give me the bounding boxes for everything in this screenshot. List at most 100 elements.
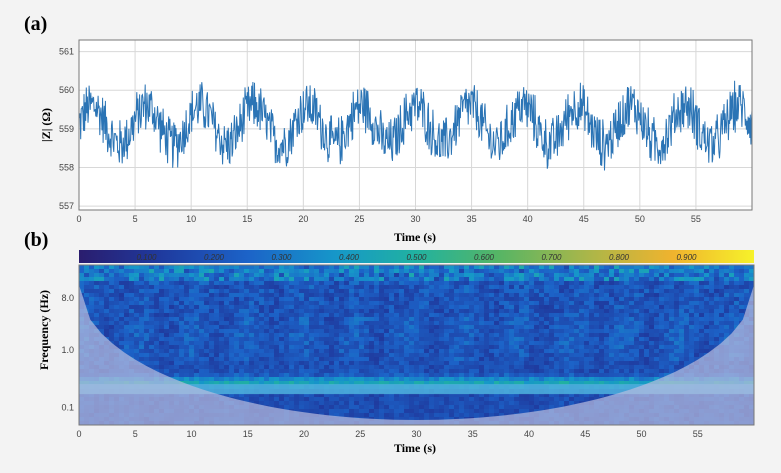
heatmap-cell	[519, 297, 524, 301]
heatmap-cell	[429, 365, 434, 369]
heatmap-cell	[299, 281, 304, 285]
heatmap-cell	[349, 265, 354, 269]
heatmap-cell	[304, 309, 309, 313]
heatmap-cell	[594, 333, 599, 337]
heatmap-cell	[664, 357, 669, 361]
heatmap-cell	[279, 345, 284, 349]
heatmap-cell	[609, 345, 614, 349]
heatmap-cell	[574, 357, 579, 361]
heatmap-cell	[394, 397, 399, 401]
heatmap-cell	[344, 369, 349, 373]
heatmap-cell	[174, 329, 179, 333]
heatmap-cell	[229, 333, 234, 337]
heatmap-cell	[619, 277, 624, 281]
heatmap-cell	[359, 393, 364, 397]
heatmap-cell	[654, 317, 659, 321]
heatmap-cell	[209, 357, 214, 361]
heatmap-cell	[139, 341, 144, 345]
heatmap-cell	[259, 401, 264, 405]
heatmap-cell	[634, 269, 639, 273]
heatmap-cell	[659, 289, 664, 293]
heatmap-cell	[634, 293, 639, 297]
heatmap-cell	[664, 321, 669, 325]
heatmap-cell	[544, 305, 549, 309]
heatmap-cell	[739, 285, 744, 289]
heatmap-cell	[79, 269, 84, 273]
heatmap-cell	[329, 265, 334, 269]
heatmap-cell	[214, 277, 219, 281]
heatmap-cell	[329, 401, 334, 405]
heatmap-cell	[304, 401, 309, 405]
heatmap-cell	[354, 349, 359, 353]
heatmap-cell	[594, 301, 599, 305]
heatmap-cell	[539, 353, 544, 357]
heatmap-cell	[359, 409, 364, 413]
heatmap-cell	[224, 285, 229, 289]
heatmap-cell	[294, 337, 299, 341]
heatmap-cell	[524, 281, 529, 285]
heatmap-cell	[404, 349, 409, 353]
heatmap-cell	[89, 277, 94, 281]
heatmap-cell	[574, 381, 579, 385]
heatmap-cell	[164, 329, 169, 333]
heatmap-cell	[494, 301, 499, 305]
heatmap-cell	[744, 265, 749, 269]
heatmap-cell	[289, 397, 294, 401]
heatmap-cell	[669, 309, 674, 313]
heatmap-cell	[184, 349, 189, 353]
heatmap-cell	[424, 333, 429, 337]
heatmap-cell	[549, 377, 554, 381]
heatmap-cell	[319, 361, 324, 365]
heatmap-cell	[139, 269, 144, 273]
heatmap-cell	[724, 313, 729, 317]
heatmap-cell	[719, 333, 724, 337]
heatmap-cell	[109, 269, 114, 273]
heatmap-cell	[384, 289, 389, 293]
heatmap-cell	[154, 269, 159, 273]
heatmap-cell	[224, 369, 229, 373]
heatmap-cell	[469, 333, 474, 337]
heatmap-cell	[224, 265, 229, 269]
heatmap-cell	[579, 361, 584, 365]
heatmap-cell	[554, 373, 559, 377]
heatmap-cell	[104, 281, 109, 285]
heatmap-cell	[574, 285, 579, 289]
heatmap-cell	[634, 281, 639, 285]
heatmap-cell	[259, 321, 264, 325]
heatmap-cell	[629, 373, 634, 377]
heatmap-cell	[344, 325, 349, 329]
heatmap-cell	[274, 353, 279, 357]
heatmap-cell	[404, 329, 409, 333]
heatmap-cell	[239, 361, 244, 365]
heatmap-cell	[239, 281, 244, 285]
heatmap-cell	[184, 357, 189, 361]
heatmap-cell	[119, 269, 124, 273]
heatmap-cell	[589, 373, 594, 377]
heatmap-cell	[149, 301, 154, 305]
heatmap-cell	[484, 393, 489, 397]
heatmap-cell	[399, 329, 404, 333]
heatmap-cell	[549, 281, 554, 285]
heatmap-cell	[134, 325, 139, 329]
heatmap-cell	[249, 265, 254, 269]
heatmap-cell	[479, 361, 484, 365]
heatmap-cell	[344, 409, 349, 413]
heatmap-cell	[399, 301, 404, 305]
heatmap-cell	[144, 337, 149, 341]
heatmap-cell	[739, 305, 744, 309]
heatmap-cell	[209, 341, 214, 345]
heatmap-cell	[169, 357, 174, 361]
line-chart-x-tick-label: 55	[691, 214, 701, 224]
heatmap-cell	[749, 277, 754, 281]
heatmap-cell	[239, 317, 244, 321]
heatmap-cell	[674, 297, 679, 301]
heatmap-cell	[329, 325, 334, 329]
heatmap-cell	[409, 317, 414, 321]
heatmap-cell	[469, 285, 474, 289]
heatmap-cell	[134, 273, 139, 277]
heatmap-cell	[134, 313, 139, 317]
heatmap-cell	[409, 281, 414, 285]
heatmap-cell	[409, 341, 414, 345]
heatmap-cell	[674, 277, 679, 281]
heatmap-cell	[389, 377, 394, 381]
